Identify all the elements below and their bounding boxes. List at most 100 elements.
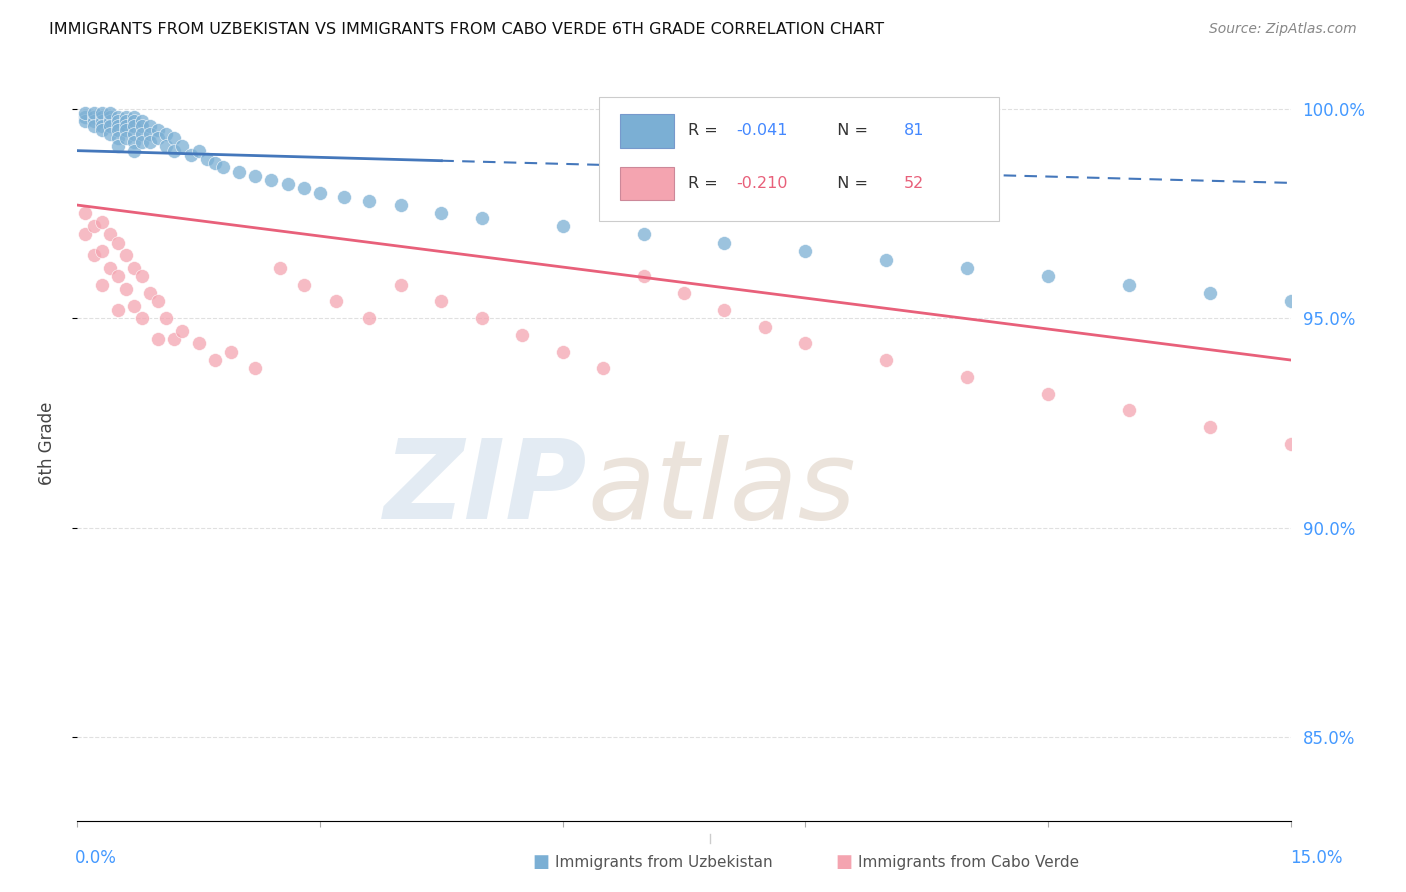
Point	[172, 139, 194, 153]
Point	[98, 106, 121, 120]
Point	[269, 260, 291, 275]
Point	[122, 119, 145, 133]
Bar	[620, 114, 675, 147]
Text: IMMIGRANTS FROM UZBEKISTAN VS IMMIGRANTS FROM CABO VERDE 6TH GRADE CORRELATION C: IMMIGRANTS FROM UZBEKISTAN VS IMMIGRANTS…	[49, 22, 884, 37]
Point	[1279, 436, 1302, 450]
Point	[794, 336, 817, 351]
Point	[633, 269, 655, 284]
Point	[155, 127, 177, 141]
Point	[75, 227, 97, 242]
Point	[148, 294, 170, 309]
Point	[107, 235, 129, 250]
Text: N =: N =	[827, 177, 873, 191]
Point	[245, 169, 267, 183]
Point	[115, 282, 138, 296]
Text: ■: ■	[835, 853, 852, 871]
Point	[673, 285, 696, 300]
Text: -0.041: -0.041	[737, 123, 787, 138]
Point	[187, 144, 209, 158]
Text: R =: R =	[688, 177, 723, 191]
Point	[309, 186, 332, 200]
Point	[115, 114, 138, 128]
Point	[107, 269, 129, 284]
Point	[471, 211, 494, 225]
Point	[122, 127, 145, 141]
Point	[155, 311, 177, 326]
Point	[155, 139, 177, 153]
Point	[713, 302, 735, 317]
Point	[633, 227, 655, 242]
Point	[107, 302, 129, 317]
Text: R =: R =	[688, 123, 723, 138]
Point	[83, 110, 105, 124]
Point	[139, 127, 162, 141]
Point	[204, 353, 226, 368]
Text: 81: 81	[904, 123, 924, 138]
Point	[277, 177, 299, 191]
Point	[90, 122, 112, 136]
Point	[98, 127, 121, 141]
Point	[98, 114, 121, 128]
Point	[139, 135, 162, 149]
Point	[115, 119, 138, 133]
Point	[163, 131, 186, 145]
Point	[139, 119, 162, 133]
Point	[107, 110, 129, 124]
Point	[333, 190, 356, 204]
Point	[551, 344, 574, 359]
Point	[75, 114, 97, 128]
Text: 52: 52	[904, 177, 924, 191]
Point	[98, 110, 121, 124]
Point	[1118, 403, 1140, 417]
Point	[471, 311, 494, 326]
Point	[122, 135, 145, 149]
Point	[357, 311, 380, 326]
Text: -0.210: -0.210	[737, 177, 787, 191]
Point	[1198, 420, 1220, 434]
Point	[90, 110, 112, 124]
Point	[122, 260, 145, 275]
Point	[90, 119, 112, 133]
Point	[131, 119, 153, 133]
Text: atlas: atlas	[586, 435, 856, 542]
Text: Immigrants from Uzbekistan: Immigrants from Uzbekistan	[555, 855, 773, 870]
Point	[122, 299, 145, 313]
Point	[107, 122, 129, 136]
Text: ZIP: ZIP	[384, 435, 586, 542]
Point	[131, 269, 153, 284]
Point	[90, 215, 112, 229]
Point	[172, 324, 194, 338]
Point	[430, 206, 453, 220]
Point	[292, 181, 315, 195]
Point	[228, 164, 250, 178]
Point	[115, 131, 138, 145]
Point	[98, 119, 121, 133]
Point	[90, 106, 112, 120]
Point	[754, 319, 776, 334]
Point	[98, 227, 121, 242]
Point	[551, 219, 574, 233]
Point	[260, 173, 283, 187]
Point	[83, 248, 105, 262]
Point	[163, 332, 186, 346]
Text: 15.0%: 15.0%	[1289, 849, 1343, 867]
Point	[122, 144, 145, 158]
Text: ■: ■	[533, 853, 550, 871]
Point	[325, 294, 347, 309]
Point	[245, 361, 267, 376]
Point	[1036, 386, 1059, 401]
Point	[90, 114, 112, 128]
Point	[131, 114, 153, 128]
Point	[389, 277, 412, 292]
Point	[139, 285, 162, 300]
Point	[956, 369, 979, 384]
Point	[131, 127, 153, 141]
Point	[90, 244, 112, 259]
Point	[75, 110, 97, 124]
Point	[1036, 269, 1059, 284]
Point	[148, 131, 170, 145]
Point	[83, 119, 105, 133]
Point	[148, 332, 170, 346]
Text: N =: N =	[827, 123, 873, 138]
Point	[219, 344, 242, 359]
